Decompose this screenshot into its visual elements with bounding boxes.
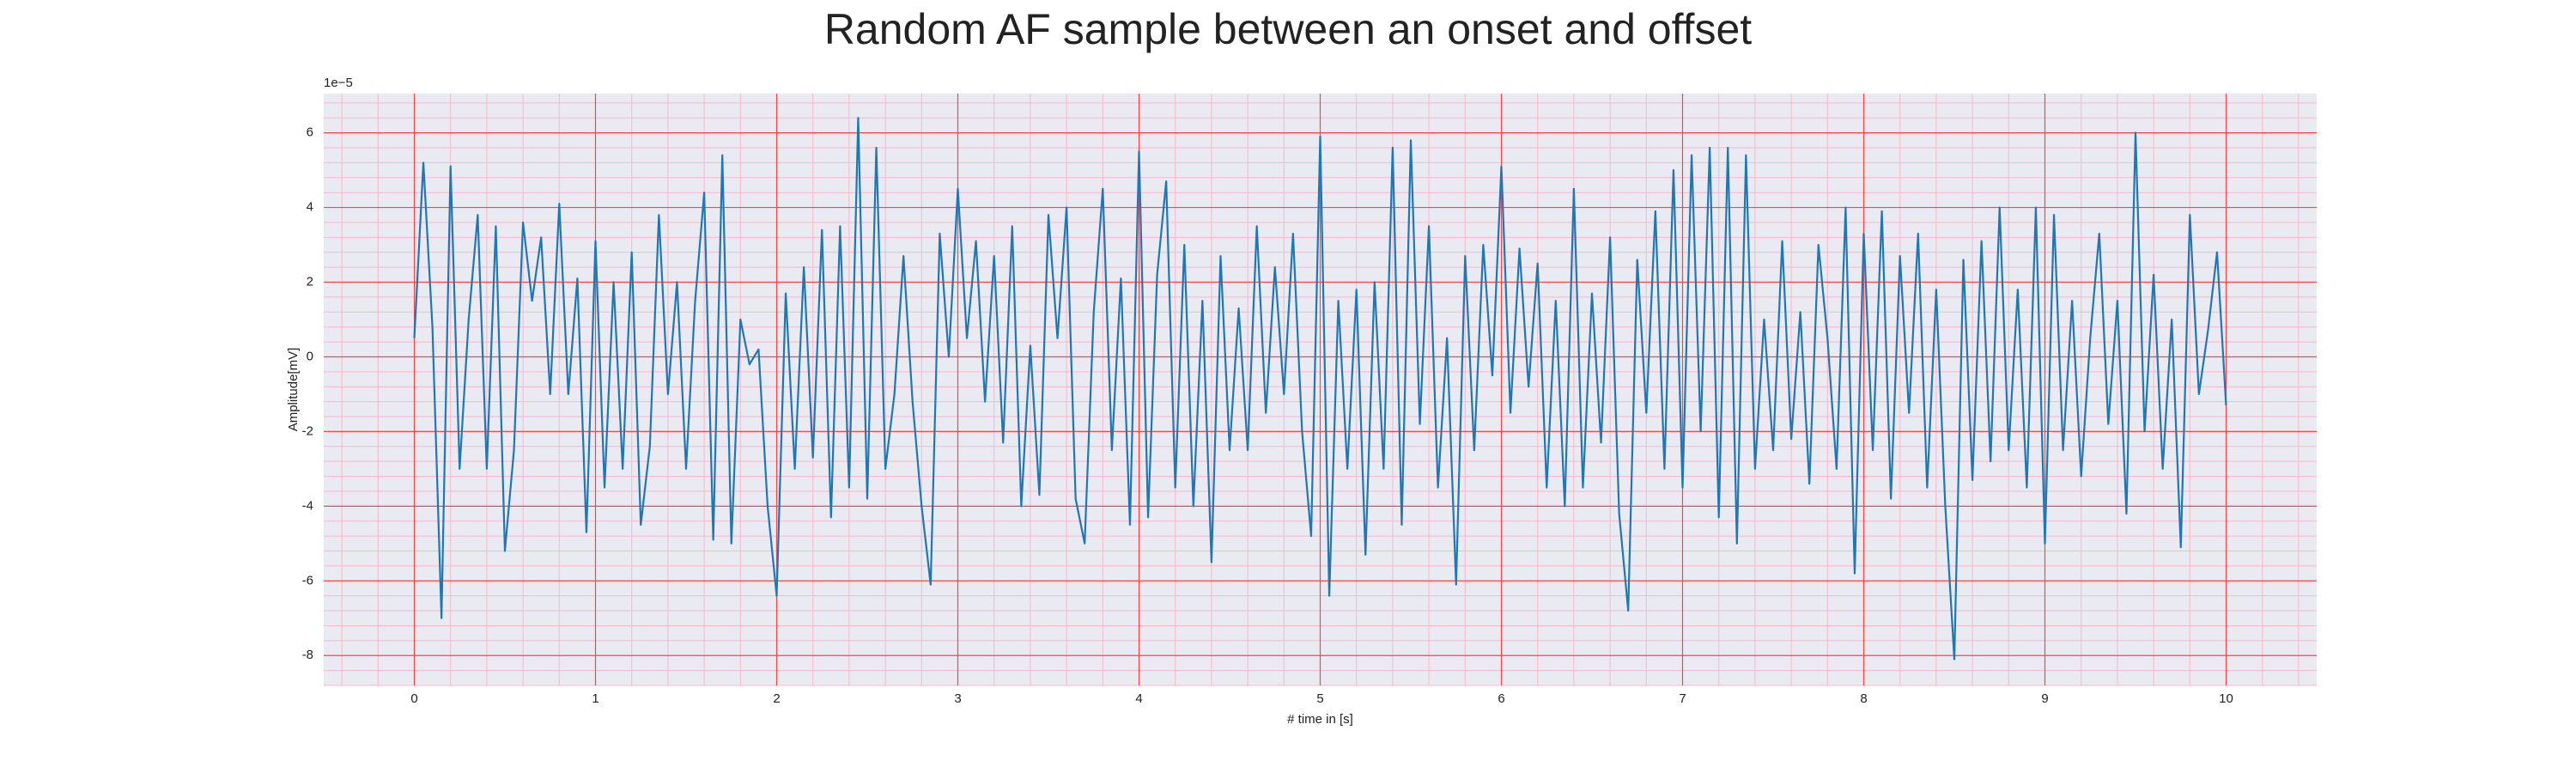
x-tick-label: 9 bbox=[2041, 691, 2048, 706]
y-tick-label: 0 bbox=[307, 349, 313, 363]
x-tick-label: 10 bbox=[2219, 691, 2233, 706]
y-tick-label: 4 bbox=[307, 200, 313, 215]
y-tick-label: -2 bbox=[302, 423, 313, 438]
x-tick-label: 5 bbox=[1316, 691, 1323, 706]
y-tick-label: -4 bbox=[302, 498, 313, 513]
x-axis-label: # time in [s] bbox=[1287, 712, 1353, 727]
x-tick-label: 0 bbox=[410, 691, 417, 706]
x-tick-label: 2 bbox=[773, 691, 780, 706]
x-tick-label: 1 bbox=[592, 691, 598, 706]
offset-label: 1e−5 bbox=[324, 76, 353, 90]
x-tick-label: 7 bbox=[1679, 691, 1686, 706]
y-tick-label: 6 bbox=[307, 125, 313, 140]
x-tick-label: 8 bbox=[1860, 691, 1867, 706]
y-axis-label: Amplitude[mV] bbox=[286, 348, 301, 432]
y-tick-label: -6 bbox=[302, 573, 313, 587]
signal-line bbox=[413, 117, 2227, 660]
x-tick-label: 3 bbox=[954, 691, 961, 706]
y-tick-label: -8 bbox=[302, 648, 313, 662]
x-tick-label: 6 bbox=[1498, 691, 1504, 706]
chart-title: Random AF sample between an onset and of… bbox=[824, 5, 1752, 53]
y-tick-label: 2 bbox=[307, 274, 313, 289]
x-tick-label: 4 bbox=[1135, 691, 1142, 706]
